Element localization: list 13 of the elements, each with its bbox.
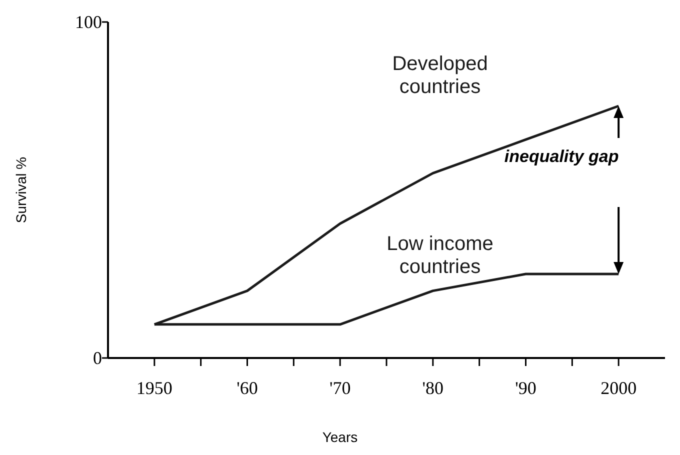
x-tick-label: '90: [515, 378, 536, 398]
x-tick-label: '70: [329, 378, 351, 398]
y-tick-label: 0: [93, 348, 102, 368]
x-tick-label: 1950: [136, 378, 172, 398]
y-tick-label: 100: [75, 12, 102, 32]
annotation: inequality gap: [504, 147, 619, 166]
x-tick-label: '60: [236, 378, 258, 398]
y-axis-title: Survival %: [13, 156, 29, 224]
x-tick-label: '80: [422, 378, 444, 398]
text: Developed countries: [392, 53, 488, 98]
series-label: Low income countries: [386, 233, 494, 278]
x-tick-label: 2000: [600, 378, 637, 398]
x-axis-title: Years: [322, 429, 358, 445]
